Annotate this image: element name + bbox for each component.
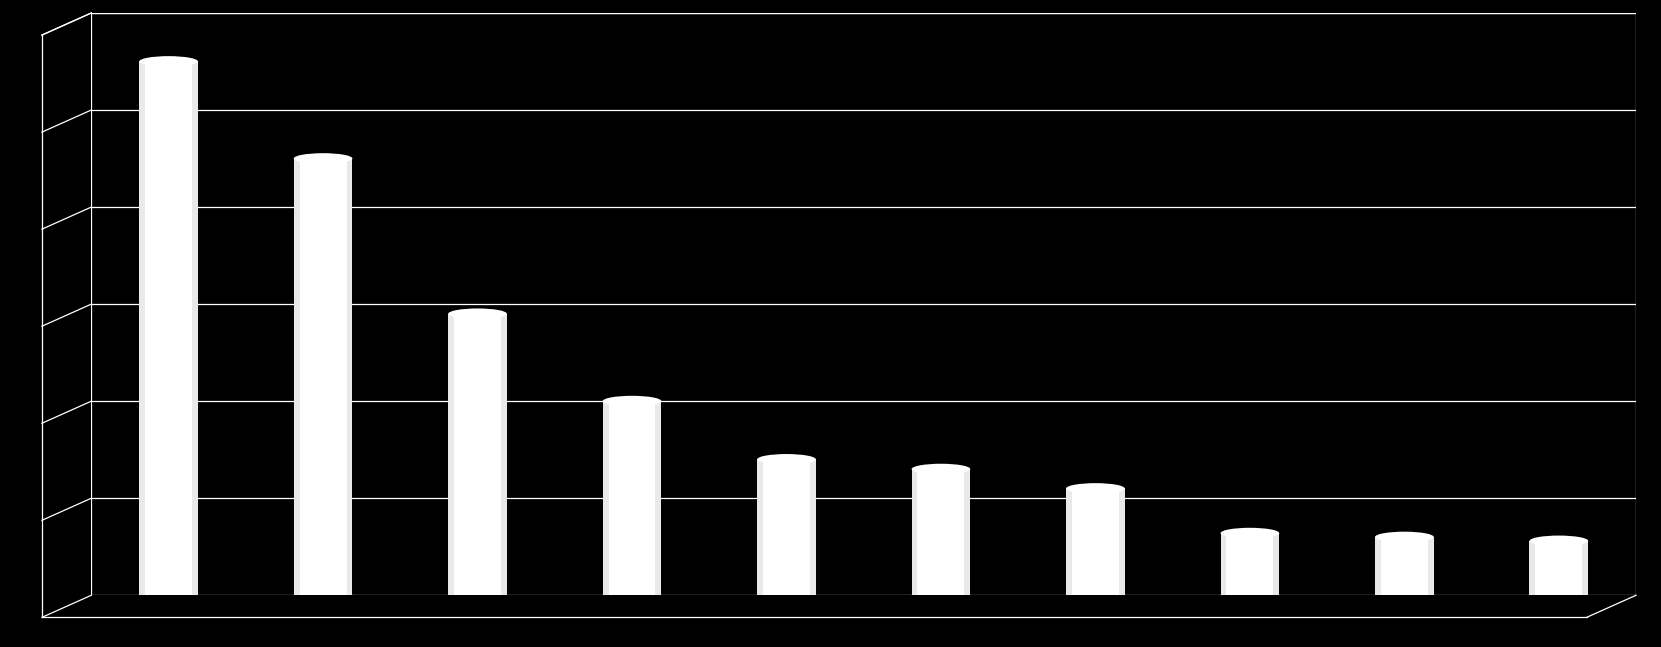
Bar xyxy=(448,314,453,595)
Bar xyxy=(294,159,299,595)
Bar xyxy=(603,401,661,595)
Ellipse shape xyxy=(603,396,661,406)
Bar xyxy=(757,459,816,595)
Ellipse shape xyxy=(1375,532,1433,542)
Ellipse shape xyxy=(912,590,970,600)
Ellipse shape xyxy=(448,309,507,319)
Ellipse shape xyxy=(757,454,816,465)
Bar xyxy=(1375,537,1380,595)
Bar xyxy=(912,469,917,595)
Bar xyxy=(1221,533,1226,595)
Ellipse shape xyxy=(140,56,198,67)
Bar xyxy=(347,159,352,595)
Bar xyxy=(603,401,608,595)
Ellipse shape xyxy=(1066,483,1124,494)
Ellipse shape xyxy=(1221,528,1279,538)
Ellipse shape xyxy=(757,590,816,600)
Bar xyxy=(1274,533,1279,595)
Ellipse shape xyxy=(603,590,661,600)
Bar xyxy=(1066,488,1071,595)
Bar xyxy=(1221,533,1279,595)
Bar xyxy=(1375,537,1433,595)
Bar xyxy=(1583,541,1588,595)
Bar xyxy=(193,61,198,595)
Bar xyxy=(448,314,507,595)
Bar xyxy=(140,61,198,595)
Ellipse shape xyxy=(294,590,352,600)
Ellipse shape xyxy=(1375,590,1433,600)
Ellipse shape xyxy=(1530,536,1588,546)
Bar xyxy=(811,459,816,595)
Bar xyxy=(1120,488,1124,595)
Bar xyxy=(1530,541,1588,595)
Ellipse shape xyxy=(1066,590,1124,600)
Bar xyxy=(656,401,661,595)
Bar xyxy=(1066,488,1124,595)
Ellipse shape xyxy=(1221,590,1279,600)
Bar xyxy=(502,314,507,595)
Ellipse shape xyxy=(912,464,970,474)
Ellipse shape xyxy=(294,153,352,164)
Bar xyxy=(140,61,145,595)
Bar xyxy=(965,469,970,595)
Ellipse shape xyxy=(1530,590,1588,600)
Bar xyxy=(1428,537,1433,595)
Bar xyxy=(294,159,352,595)
Bar xyxy=(1530,541,1535,595)
Ellipse shape xyxy=(140,590,198,600)
Bar xyxy=(757,459,762,595)
Ellipse shape xyxy=(448,590,507,600)
Bar xyxy=(912,469,970,595)
